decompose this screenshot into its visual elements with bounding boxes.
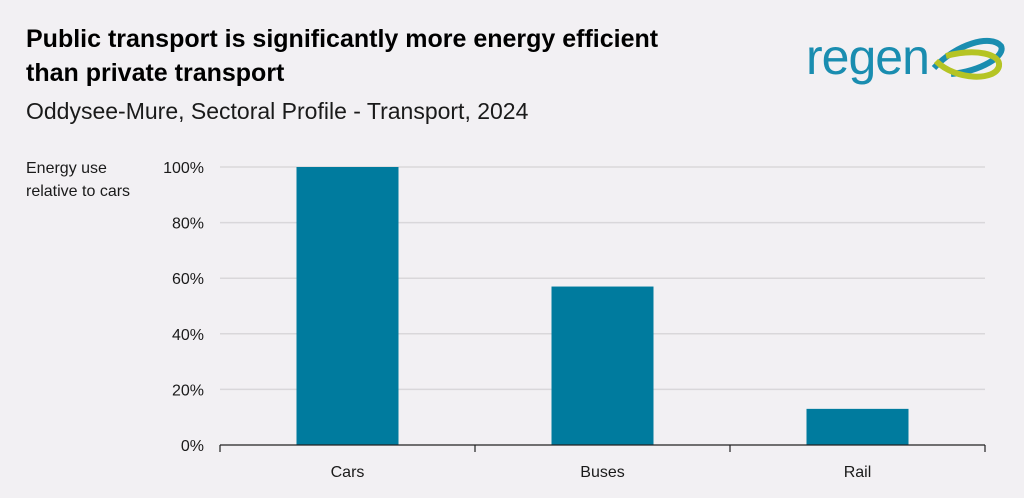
y-tick-label: 60%	[172, 271, 204, 288]
y-tick-label: 80%	[172, 216, 204, 233]
svg-text:regen: regen	[806, 29, 929, 85]
y-tick-label: 0%	[181, 438, 204, 455]
x-tick-label: Cars	[331, 464, 365, 481]
y-tick-label: 40%	[172, 327, 204, 344]
chart-title: Public transport is significantly more e…	[26, 25, 659, 87]
chart-subtitle: Oddysee-Mure, Sectoral Profile - Transpo…	[26, 98, 529, 124]
bar-cars	[296, 167, 399, 445]
x-tick-label: Buses	[580, 464, 624, 481]
y-tick-label: 100%	[163, 160, 204, 177]
x-tick-label: Rail	[844, 464, 872, 481]
y-axis-label: Energy use relative to cars	[26, 160, 131, 200]
bar-buses	[551, 286, 654, 445]
bar-rail	[806, 408, 909, 445]
regen-logo: regen	[806, 29, 1005, 85]
y-tick-label: 20%	[172, 382, 204, 399]
